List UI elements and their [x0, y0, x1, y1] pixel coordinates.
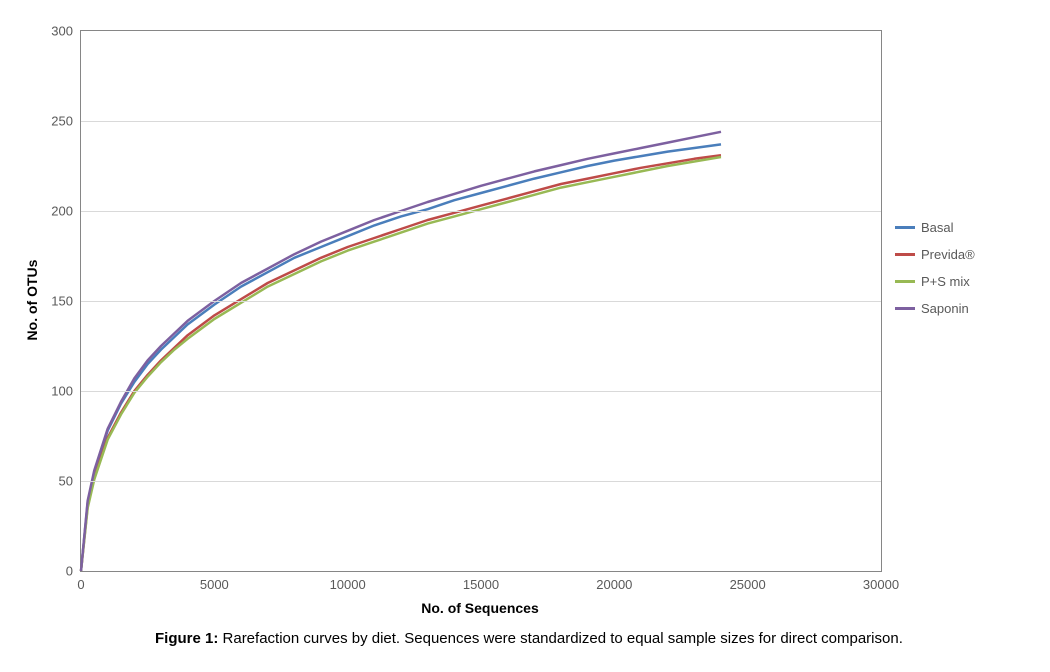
- x-tick-label: 10000: [330, 577, 366, 592]
- x-tick-label: 15000: [463, 577, 499, 592]
- x-tick-label: 30000: [863, 577, 899, 592]
- caption-text: Rarefaction curves by diet. Sequences we…: [223, 630, 903, 647]
- gridline: [81, 121, 881, 122]
- y-tick-label: 300: [51, 24, 73, 39]
- legend-swatch: [895, 307, 915, 310]
- gridline: [81, 481, 881, 482]
- gridline: [81, 211, 881, 212]
- y-tick-label: 0: [66, 564, 73, 579]
- caption-prefix: Figure 1:: [155, 630, 218, 647]
- y-tick-label: 250: [51, 114, 73, 129]
- legend-label: Previda®: [921, 247, 975, 262]
- legend: Basal Previda® P+S mix Saponin: [895, 220, 975, 328]
- x-tick-label: 20000: [596, 577, 632, 592]
- chart-container: 0 50 100 150 200 250 300 0 5000 10000 15000 20000 25…: [20, 20, 1030, 652]
- legend-swatch: [895, 253, 915, 256]
- y-tick-label: 200: [51, 204, 73, 219]
- legend-swatch: [895, 280, 915, 283]
- y-tick-label: 150: [51, 294, 73, 309]
- gridline: [81, 301, 881, 302]
- x-tick-label: 0: [77, 577, 84, 592]
- gridline: [81, 391, 881, 392]
- series-line: [81, 144, 721, 571]
- legend-item: Previda®: [895, 247, 975, 262]
- legend-swatch: [895, 226, 915, 229]
- figure-caption: Figure 1: Rarefaction curves by diet. Se…: [155, 630, 903, 647]
- series-line: [81, 157, 721, 571]
- legend-label: Saponin: [921, 301, 969, 316]
- legend-label: Basal: [921, 220, 954, 235]
- x-axis-title: No. of Sequences: [421, 600, 538, 616]
- x-tick-label: 5000: [200, 577, 229, 592]
- x-tick-label: 25000: [730, 577, 766, 592]
- y-tick-label: 100: [51, 384, 73, 399]
- plot-area: 0501001502002503000500010000150002000025…: [80, 30, 882, 572]
- legend-item: Basal: [895, 220, 975, 235]
- legend-item: P+S mix: [895, 274, 975, 289]
- y-tick-label: 50: [59, 474, 73, 489]
- legend-item: Saponin: [895, 301, 975, 316]
- series-line: [81, 132, 721, 571]
- legend-label: P+S mix: [921, 274, 970, 289]
- y-axis-title: No. of OTUs: [24, 260, 40, 341]
